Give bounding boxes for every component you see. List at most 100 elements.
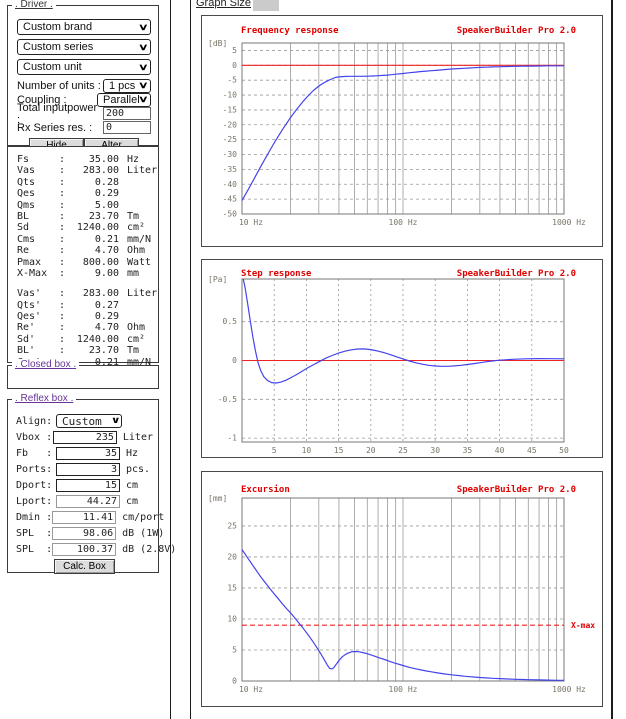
reflex-box-groupbox: . Reflex box . Align: Custom ∨ Vbox : Li… xyxy=(7,393,176,574)
closed-box-group-title: . Closed box . xyxy=(12,359,80,371)
svg-text:10: 10 xyxy=(302,446,312,455)
chevron-down-icon: ∨ xyxy=(138,80,149,90)
align-label: Align: xyxy=(16,415,53,427)
reflex-row: Dport: cm xyxy=(16,479,153,492)
svg-text:0: 0 xyxy=(232,677,237,686)
svg-text:-30: -30 xyxy=(223,150,238,159)
ts-row: Re':4.70 Ohm xyxy=(17,322,146,334)
chevron-down-icon: ∨ xyxy=(138,61,149,72)
lport-field[interactable] xyxy=(56,495,120,508)
coupling-value: Parallel xyxy=(103,93,140,106)
reflex-row: SPL : dB (2.8V) xyxy=(16,543,176,556)
ts-row: Re:4.70 Ohm xyxy=(17,245,146,257)
svg-text:X-max: X-max xyxy=(571,621,595,630)
brand-select-value: Custom brand xyxy=(23,21,93,33)
svg-text:20: 20 xyxy=(366,446,376,455)
series-select-value: Custom series xyxy=(23,41,94,53)
svg-text:Frequency response: Frequency response xyxy=(241,26,339,36)
spl-1w-field[interactable] xyxy=(52,527,117,540)
ts-row: Cms:0.21 mm/N xyxy=(17,233,152,245)
chevron-down-icon: ∨ xyxy=(138,41,149,52)
svg-text:20: 20 xyxy=(227,552,237,561)
ts-row: Qts:0.28 xyxy=(17,176,119,188)
ts-row: Qes:0.29 xyxy=(17,188,119,200)
ts-row: Sd:1240.00 cm² xyxy=(17,222,146,234)
align-select-value: Custom xyxy=(62,414,102,428)
ts-row: Qes':0.29 xyxy=(17,311,119,323)
svg-text:5: 5 xyxy=(232,46,237,55)
svg-text:45: 45 xyxy=(527,446,537,455)
ts-row: BL':23.70 Tm xyxy=(17,345,140,357)
reflex-box-group-title: . Reflex box . xyxy=(12,393,77,405)
svg-text:[dB]: [dB] xyxy=(208,39,227,48)
chevron-down-icon: ∨ xyxy=(110,416,120,426)
frame-divider-right xyxy=(611,0,613,719)
reflex-row: Vbox : Liter xyxy=(16,431,153,444)
svg-text:5: 5 xyxy=(232,645,237,654)
number-of-units-select[interactable]: 1 pcs ∨ xyxy=(103,78,151,93)
frequency-response-chart: 5 0 -5 -10 -15 -20 -25 -30 -35 -40 -45 -50 10 Hz 100 … xyxy=(201,15,603,247)
graph-size-input[interactable] xyxy=(253,0,279,11)
svg-text:SpeakerBuilder Pro 2.0: SpeakerBuilder Pro 2.0 xyxy=(457,484,576,495)
svg-text:1000 Hz: 1000 Hz xyxy=(552,685,586,694)
closed-box-section-link[interactable]: . Closed box . xyxy=(15,359,77,370)
spl-2v8-field[interactable] xyxy=(52,543,117,556)
svg-text:25: 25 xyxy=(227,521,237,530)
ts-row: Vas:283.00 Liter xyxy=(17,165,158,177)
svg-text:-20: -20 xyxy=(223,120,238,129)
series-select[interactable]: Custom series ∨ xyxy=(17,39,151,55)
svg-text:-50: -50 xyxy=(223,210,238,219)
ts-parameters-box: Fs:35.00 Hz Vas:283.00 Liter Qts:0.28 Qes:… xyxy=(7,146,159,368)
ts-row: Fs:35.00 Hz xyxy=(17,154,140,165)
reflex-row: Fb : Hz xyxy=(16,447,153,460)
ports-field[interactable] xyxy=(56,463,120,476)
rx-series-field[interactable] xyxy=(103,121,151,134)
svg-text:35: 35 xyxy=(463,446,473,455)
number-of-units-value: 1 pcs xyxy=(109,79,136,92)
driver-groupbox: . Driver . Custom brand ∨ Custom series … xyxy=(7,0,159,164)
graph-size-link[interactable]: Graph Size xyxy=(196,0,252,9)
calc-box-button[interactable]: Calc. Box xyxy=(54,559,115,574)
svg-text:40: 40 xyxy=(495,446,505,455)
brand-select[interactable]: Custom brand ∨ xyxy=(17,19,151,35)
dport-field[interactable] xyxy=(56,479,120,492)
ts-row: Qts':0.27 xyxy=(17,299,119,311)
reflex-box-section-link[interactable]: . Reflex box . xyxy=(15,393,74,404)
coupling-select[interactable]: Parallel ∨ xyxy=(97,92,151,107)
inputpower-label: Total inputpower : xyxy=(17,101,98,126)
reflex-row: Ports: pcs. xyxy=(16,463,153,476)
svg-text:-1: -1 xyxy=(227,434,237,443)
svg-text:-5: -5 xyxy=(227,76,237,85)
svg-text:5: 5 xyxy=(272,446,277,455)
svg-text:-35: -35 xyxy=(223,165,238,174)
excursion-chart: 25 20 15 10 5 0 10 Hz 100 Hz 1000 Hz X-max Excursi… xyxy=(201,471,603,707)
svg-text:SpeakerBuilder Pro 2.0: SpeakerBuilder Pro 2.0 xyxy=(457,25,576,36)
driver-group-title: . Driver . xyxy=(12,0,56,11)
svg-text:Step response: Step response xyxy=(241,269,312,279)
svg-text:100 Hz: 100 Hz xyxy=(389,685,418,694)
frame-divider-middle xyxy=(190,0,191,719)
svg-text:-15: -15 xyxy=(223,105,238,114)
driver-section-link[interactable]: . Driver . xyxy=(15,0,53,10)
svg-text:-25: -25 xyxy=(223,135,238,144)
frame-divider-left xyxy=(170,0,171,719)
svg-text:30: 30 xyxy=(430,446,440,455)
reflex-row: Lport: cm xyxy=(16,495,153,508)
fb-field[interactable] xyxy=(56,447,120,460)
svg-text:0: 0 xyxy=(232,356,237,365)
closed-box-groupbox: . Closed box . xyxy=(7,359,159,389)
svg-text:0: 0 xyxy=(232,61,237,70)
svg-text:1000 Hz: 1000 Hz xyxy=(552,218,586,227)
svg-text:25: 25 xyxy=(398,446,408,455)
vbox-field[interactable] xyxy=(52,431,117,444)
svg-text:0.5: 0.5 xyxy=(223,317,238,326)
svg-text:15: 15 xyxy=(334,446,344,455)
inputpower-field[interactable] xyxy=(103,107,151,120)
svg-text:10 Hz: 10 Hz xyxy=(239,218,263,227)
unit-select[interactable]: Custom unit ∨ xyxy=(17,59,151,75)
ts-row: Sd':1240.00 cm² xyxy=(17,333,146,345)
step-response-chart: 0.5 0 -0.5 -1 5 10 15 20 25 30 35 40 45 50 Step respon… xyxy=(201,259,603,458)
align-select[interactable]: Custom ∨ xyxy=(56,414,122,428)
unit-select-value: Custom unit xyxy=(23,61,82,73)
dmin-field[interactable] xyxy=(52,511,117,524)
